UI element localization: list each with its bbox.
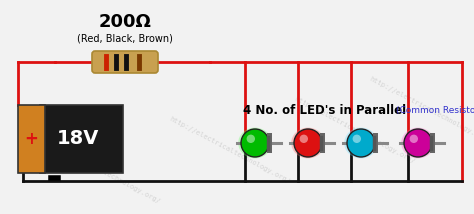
Bar (18, 105, 45, 173)
Circle shape (410, 135, 418, 143)
Text: +: + (24, 130, 38, 148)
Ellipse shape (344, 128, 378, 158)
Text: (Red, Black, Brown): (Red, Black, Brown) (77, 33, 173, 43)
Bar (430, 133, 435, 153)
Text: 18V: 18V (57, 129, 100, 149)
Circle shape (241, 129, 269, 157)
Text: 4 No. of LED's in Parallel: 4 No. of LED's in Parallel (243, 104, 406, 116)
Text: http://electricaltechnology.org/: http://electricaltechnology.org/ (169, 115, 292, 184)
Circle shape (347, 129, 375, 157)
Text: http://electricaltechnology.org/: http://electricaltechnology.org/ (369, 75, 474, 145)
Text: (Common Resistor): (Common Resistor) (396, 106, 474, 114)
Bar (373, 133, 378, 153)
Bar (267, 133, 272, 153)
Circle shape (404, 129, 432, 157)
Circle shape (300, 135, 308, 143)
Ellipse shape (401, 128, 435, 158)
Circle shape (294, 129, 322, 157)
Ellipse shape (238, 128, 272, 158)
Bar (40, 105, 123, 173)
Text: 200Ω: 200Ω (99, 13, 151, 31)
Text: http://electricaltechnology.org/: http://electricaltechnology.org/ (293, 95, 417, 165)
Circle shape (246, 135, 255, 143)
Text: http://electricaltechnology.org/: http://electricaltechnology.org/ (38, 135, 162, 205)
FancyBboxPatch shape (92, 51, 158, 73)
Circle shape (353, 135, 361, 143)
Ellipse shape (291, 128, 325, 158)
Bar (320, 133, 325, 153)
